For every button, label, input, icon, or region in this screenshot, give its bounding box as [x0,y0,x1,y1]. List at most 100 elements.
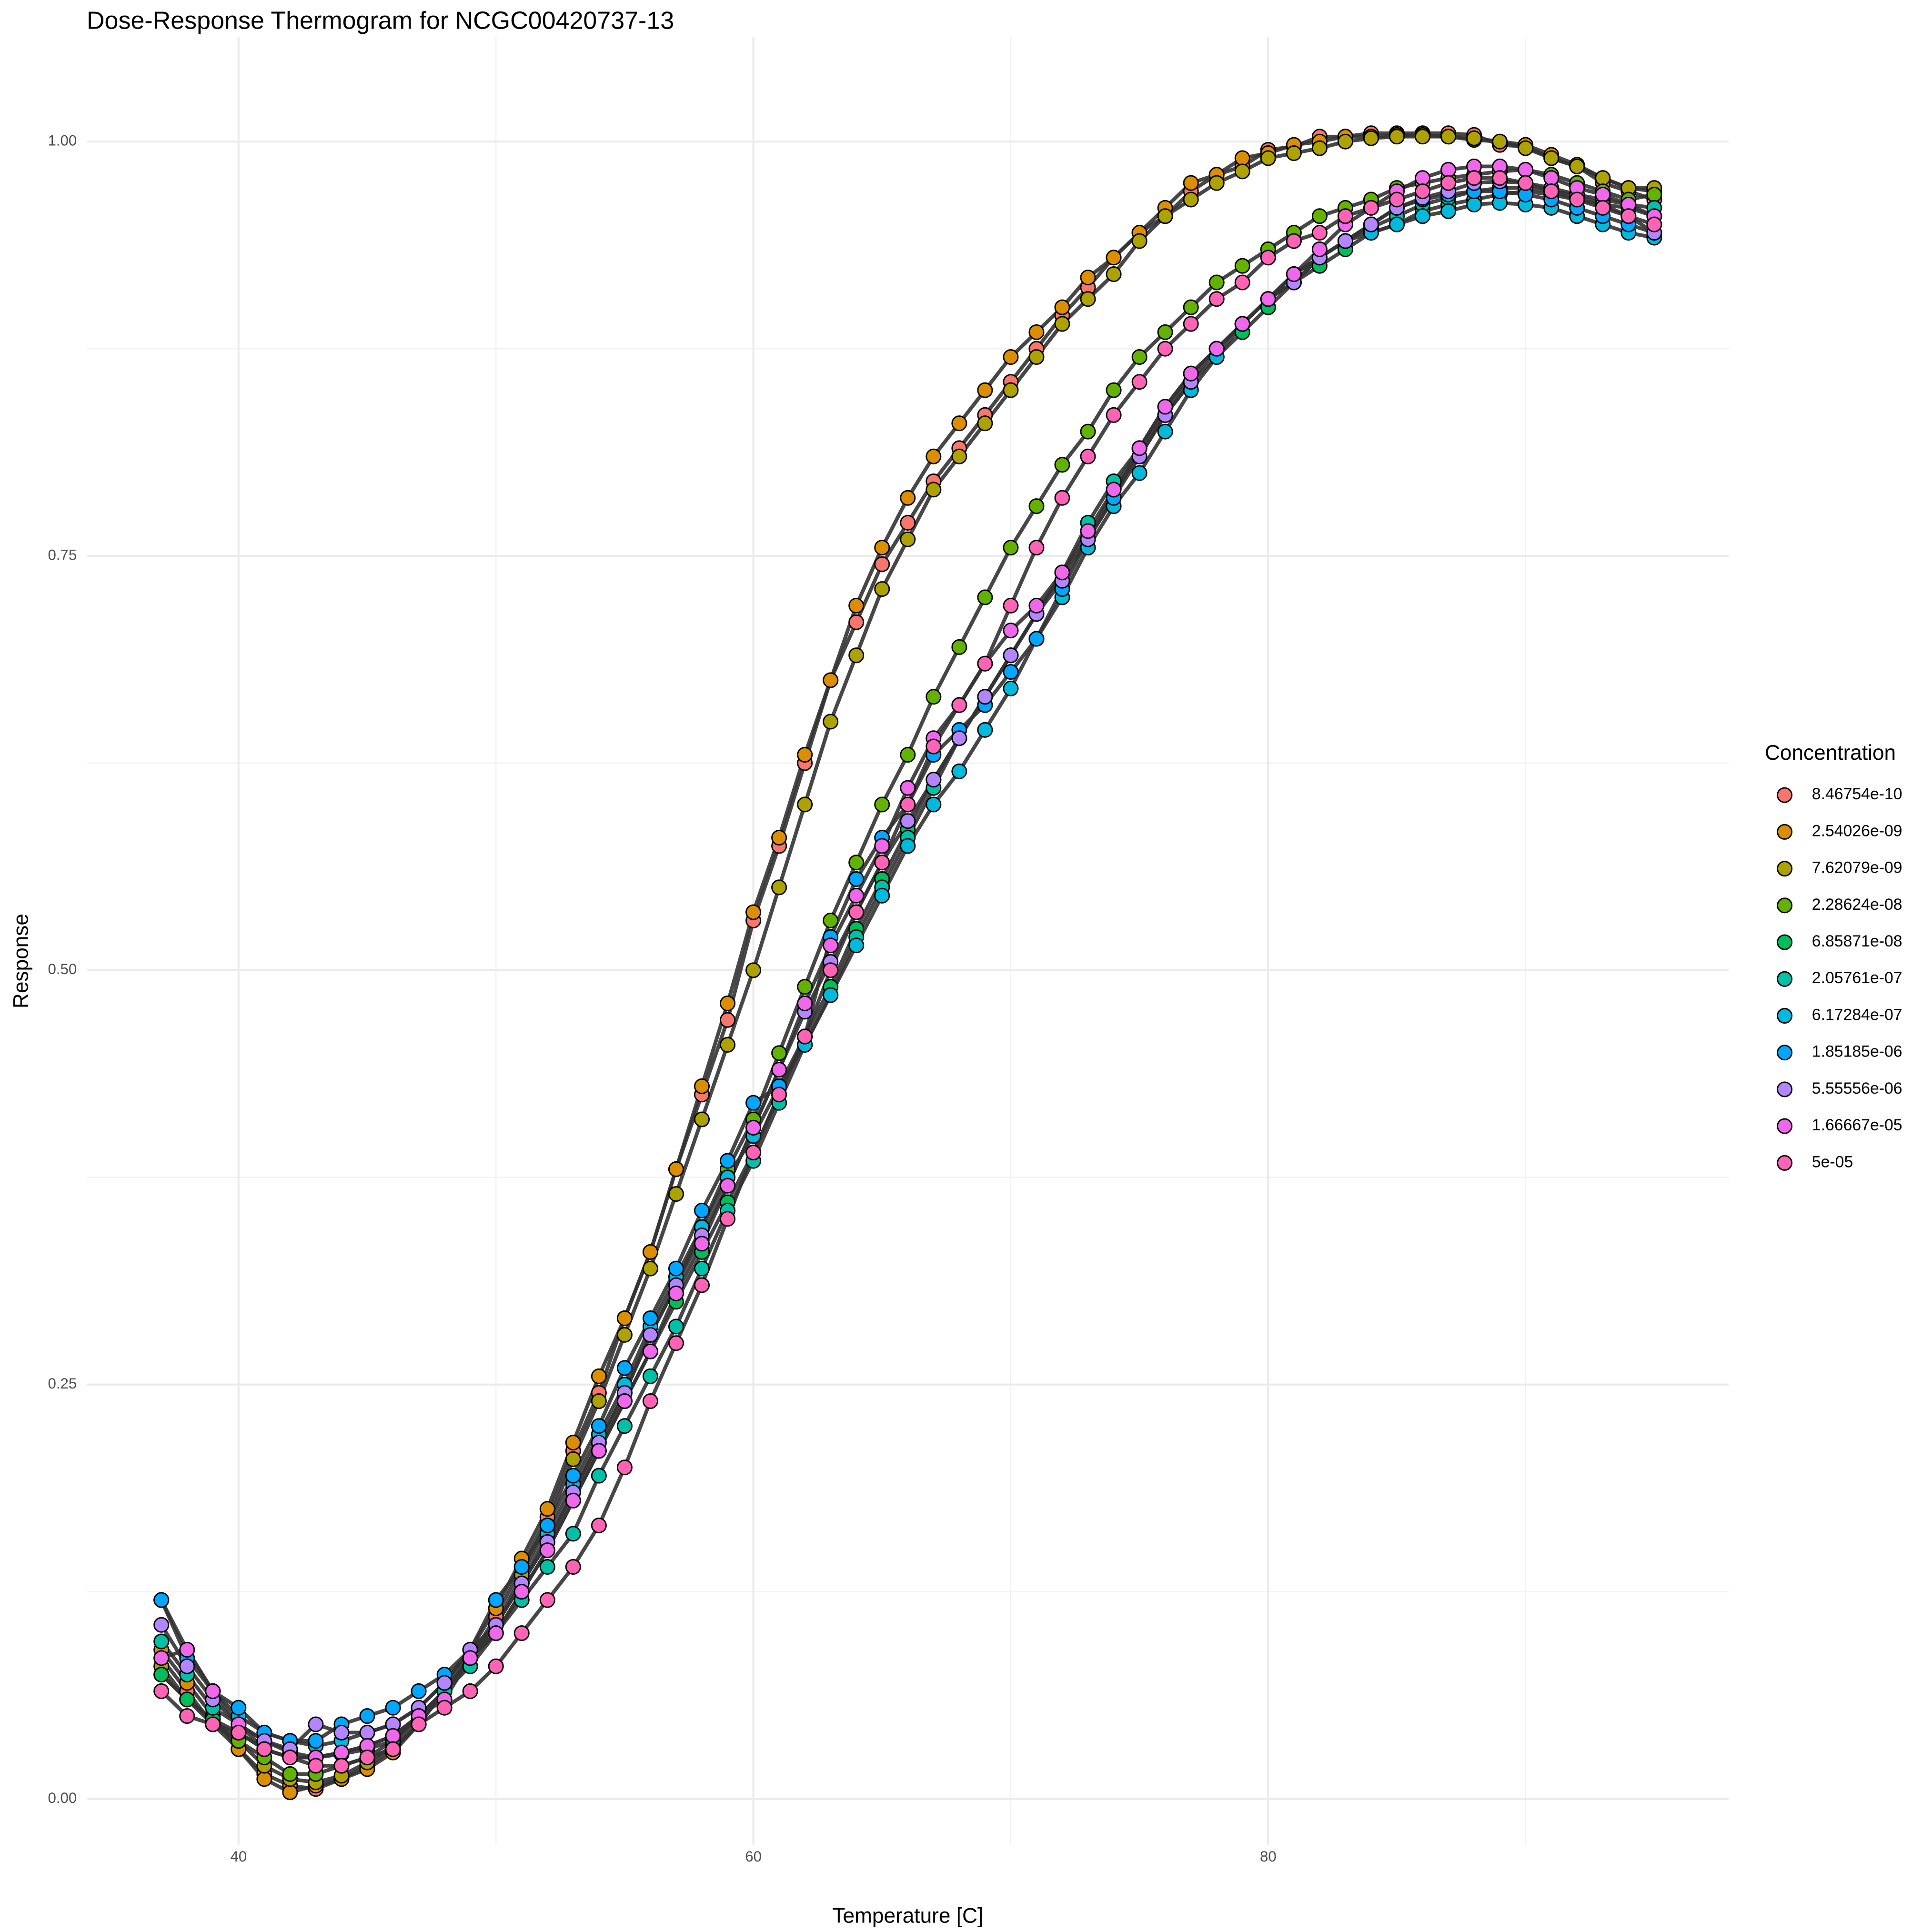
data-point [411,1683,427,1699]
data-point [642,1368,658,1384]
data-point [926,772,942,788]
data-point [616,1327,633,1343]
data-point [848,904,865,920]
labels: Dose-Response Thermogram for NCGC0042073… [9,7,1896,1928]
data-point [539,1501,555,1517]
data-point [1595,187,1611,203]
data-point [874,556,890,572]
data-point [1337,208,1353,224]
data-point [565,1451,581,1467]
data-point [616,1459,633,1476]
data-point [1028,597,1045,614]
data-point [771,1087,787,1103]
legend-swatch [1777,861,1793,877]
data-point [823,937,839,954]
data-point [1208,341,1225,357]
data-point [1518,161,1534,178]
data-point [1003,664,1019,680]
data-point [616,1418,633,1434]
data-point [1131,465,1147,481]
data-point [1389,129,1405,145]
data-point [513,1559,530,1575]
data-point [1415,129,1431,145]
data-point [1234,258,1250,274]
data-point [1003,349,1019,365]
data-point [1003,623,1019,639]
data-point [256,1741,272,1757]
data-point [874,855,890,871]
data-point [668,1260,684,1277]
data-point [333,1744,350,1761]
data-point [1028,498,1045,514]
data-point [1157,399,1173,415]
data-point [1286,266,1302,282]
data-point [745,1119,762,1136]
data-point [1363,130,1379,146]
data-point [1080,269,1096,286]
data-point [951,730,967,746]
data-point [591,1443,607,1459]
data-point [926,448,942,464]
data-point [1646,216,1662,232]
data-point [1234,316,1250,332]
data-point [256,1771,272,1787]
data-point [539,1559,555,1575]
data-point [1080,523,1096,539]
data-point [874,887,890,904]
data-point [1595,170,1611,186]
data-point [848,614,865,630]
data-point [1080,423,1096,440]
data-point [411,1716,427,1732]
data-point [1106,382,1122,398]
data-point [1569,191,1585,208]
x-axis-title: Temperature [C] [832,1904,983,1927]
data-point [488,1658,504,1674]
data-point [1003,382,1019,398]
data-point [1415,170,1431,186]
data-point [823,912,839,929]
data-point [565,1526,581,1542]
data-point [1003,647,1019,664]
data-point [153,1633,170,1650]
data-point [591,1468,607,1484]
data-point [1260,291,1276,307]
data-point [1620,208,1637,224]
data-point [1234,150,1250,166]
data-point [1518,140,1534,156]
data-point [771,830,787,846]
data-point [1080,448,1096,464]
data-point [668,1318,684,1335]
data-point [720,1211,736,1227]
data-point [926,738,942,755]
data-point [951,448,967,464]
data-point [513,1625,530,1641]
legend-swatch [1777,1155,1793,1171]
data-point [720,995,736,1011]
legend-swatch [1777,934,1793,950]
data-point [1208,175,1225,191]
data-point [1260,250,1276,266]
y-tick-label: 0.00 [48,1790,77,1806]
data-point [848,647,865,664]
data-point [153,1683,170,1699]
data-point [1003,597,1019,614]
data-point [591,1517,607,1533]
data-point [900,813,916,829]
data-point [1106,407,1122,423]
data-point [1054,299,1070,315]
data-point [179,1691,195,1708]
data-point [694,1111,710,1127]
data-point [359,1750,375,1766]
grid [87,37,1729,1845]
legend: 8.46754e-10 2.54026e-09 7.62079e-09 2.28624… [1777,785,1902,1171]
data-point [205,1683,221,1699]
data-point [179,1641,195,1658]
data-point [668,1186,684,1202]
data-point [1260,150,1276,166]
y-tick-label: 0.75 [48,546,77,563]
data-point [951,763,967,779]
data-point [900,780,916,796]
data-point [1028,631,1045,647]
x-tick-label: 40 [230,1848,247,1865]
